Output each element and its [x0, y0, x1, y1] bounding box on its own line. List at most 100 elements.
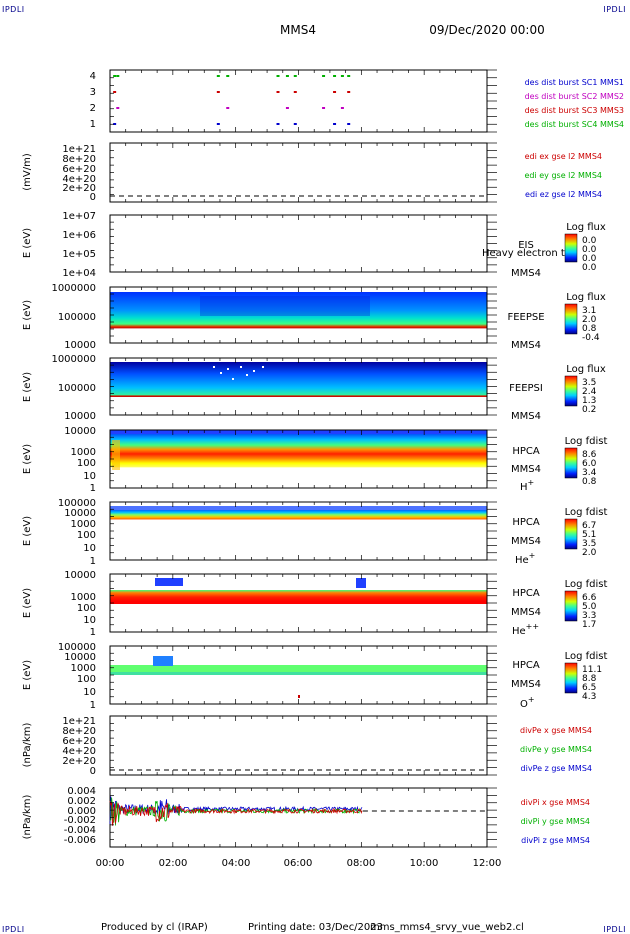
- burst-mark: [347, 123, 351, 125]
- feepsi-spectrogram: [110, 362, 487, 409]
- legend-entry: divPe z gse MMS4: [521, 764, 592, 773]
- ytick-label: 6e+20: [62, 736, 96, 747]
- ytick-label: 0: [90, 192, 96, 203]
- species-charge: +: [528, 695, 535, 704]
- hpca-o-band-lower: [110, 672, 487, 675]
- legend-entry: edi ey gse l2 MMS4: [524, 171, 602, 180]
- feepse-spectrogram: [110, 292, 487, 332]
- colorbar-label: 2.0: [582, 315, 597, 325]
- panel-hpca-h: E (eV) 10000 1000 100 10 1 HPCA MMS4 H+ …: [22, 426, 607, 494]
- panel-hpca-he-ylabel: E (eV): [22, 516, 33, 546]
- legend-entry: des dist burst SC1 MMS1: [525, 78, 624, 87]
- colorbar-label: 5.0: [582, 602, 597, 612]
- colorbar: [564, 233, 578, 263]
- colorbar-label: 3.5: [582, 378, 596, 388]
- ytick-label: 10: [83, 687, 96, 698]
- burst-mark: [340, 75, 344, 77]
- ytick-label: 1: [90, 556, 96, 567]
- burst-mark: [333, 91, 337, 93]
- hpca-h-spectrogram: [110, 433, 487, 488]
- legend-entry: des dist burst SC3 MMS3: [525, 106, 624, 115]
- ytick-label: 10000: [64, 340, 96, 351]
- hpca-o-burst-feature: [153, 656, 173, 666]
- colorbar-label: 4.3: [582, 692, 596, 702]
- hpca-o-band: [110, 665, 487, 674]
- ytick-label: 10000: [64, 652, 96, 663]
- burst-mark: [322, 107, 326, 109]
- panel-feepsi: E (eV) 1000000 100000 10000 FEEPSI MMS4 …: [22, 354, 606, 422]
- ytick-label: 1e+06: [62, 230, 96, 241]
- header-date: 09/Dec/2020 00:00: [429, 23, 545, 37]
- ytick-label: 2: [90, 103, 96, 114]
- panel-eis: E (eV) 1e+07 1e+06 1e+05 1e+04 EIS Heavy…: [22, 211, 606, 279]
- colorbar: [564, 447, 578, 479]
- ytick-label: 100000: [58, 642, 96, 653]
- panel-hpca-o: E (eV) 100000 10000 1000 100 10 1 HPCA M…: [22, 642, 607, 711]
- burst-mark: [340, 107, 344, 109]
- colorbar-label: 3.5: [582, 539, 596, 549]
- burst-mark: [276, 91, 280, 93]
- species-name: He: [515, 555, 529, 566]
- species-name: H: [520, 482, 528, 493]
- ytick-label: -0.006: [64, 835, 96, 846]
- ytick-label: 1000: [71, 447, 96, 458]
- panel-feepse-spacecraft: MMS4: [511, 340, 541, 351]
- ytick-label: 0.000: [67, 806, 96, 817]
- ytick-label: 1000000: [51, 354, 96, 365]
- colorbar-label: 3.1: [582, 306, 596, 316]
- time-tick-label: 10:00: [410, 858, 439, 869]
- colorbar-label: 0.0: [582, 263, 597, 273]
- panel-hpca-he-instrument: HPCA: [512, 517, 540, 528]
- ytick-label: 100: [77, 603, 96, 614]
- burst-mark: [347, 91, 351, 93]
- ytick-label: 2e+20: [62, 756, 96, 767]
- burst-mark: [226, 107, 230, 109]
- corner-label-top-left: IPDLI: [2, 5, 25, 14]
- ytick-label: 3: [90, 87, 96, 98]
- time-axis-labels: 00:00 02:00 04:00 06:00 08:00 10:00 12:0…: [96, 858, 502, 869]
- hpca-he-spectrogram: [110, 510, 487, 534]
- ytick-label: -0.002: [64, 815, 96, 826]
- panel-hpca-he-spacecraft: MMS4: [511, 536, 541, 547]
- ytick-label: 4e+20: [62, 746, 96, 757]
- panel-divpe-frame: [109, 715, 488, 776]
- species-charge: ++: [526, 622, 539, 631]
- burst-mark: [116, 107, 120, 109]
- ytick-label: 1e+21: [62, 716, 96, 727]
- species-charge: +: [529, 551, 536, 560]
- footer: Produced by cl (IRAP) Printing date: 03/…: [101, 922, 524, 933]
- colorbar: [564, 590, 578, 622]
- colorbar-label: 6.6: [582, 593, 597, 603]
- panel-edi-frame: [109, 142, 488, 203]
- ytick-label: 10000: [64, 426, 96, 437]
- panel-hpca-hepp: E (eV) 10000 1000 100 10 1 HPCA MMS4 He+…: [22, 570, 607, 638]
- ytick-label: 4e+20: [62, 174, 96, 185]
- time-tick-label: 08:00: [347, 858, 376, 869]
- colorbar-title: Log flux: [566, 364, 606, 375]
- burst-mark: [216, 75, 220, 77]
- panel-divpi-ylabel: (nPa/km): [22, 795, 33, 840]
- species-charge: +: [528, 478, 535, 487]
- panel-edi-ylabel: (mV/m): [22, 153, 33, 191]
- footer-printing-date: Printing date: 03/Dec/2023: [248, 922, 383, 933]
- species-name: He: [512, 626, 526, 637]
- feepsi-dropouts: [213, 366, 264, 380]
- time-tick-label: 12:00: [473, 858, 502, 869]
- panel-divpe-ylabel: (nPa/km): [22, 723, 33, 768]
- burst-mark: [293, 75, 297, 77]
- ytick-label: 10: [83, 615, 96, 626]
- ytick-label: 6e+20: [62, 164, 96, 175]
- colorbar-label: -0.4: [582, 333, 600, 343]
- ytick-label: 100: [77, 674, 96, 685]
- time-tick-label: 00:00: [96, 858, 125, 869]
- feepse-spectrogram-variation: [200, 296, 370, 316]
- burst-mark: [216, 123, 220, 125]
- axis-ticks: [109, 69, 497, 848]
- colorbar-label: 8.6: [582, 450, 597, 460]
- panel-hpca-h-ylabel: E (eV): [22, 444, 33, 474]
- ytick-label: 100: [77, 530, 96, 541]
- panel-hpca-hepp-spacecraft: MMS4: [511, 607, 541, 618]
- colorbar-label: 6.5: [582, 683, 596, 693]
- colorbar-label: 0.8: [582, 324, 597, 334]
- ytick-label: 0.002: [67, 796, 96, 807]
